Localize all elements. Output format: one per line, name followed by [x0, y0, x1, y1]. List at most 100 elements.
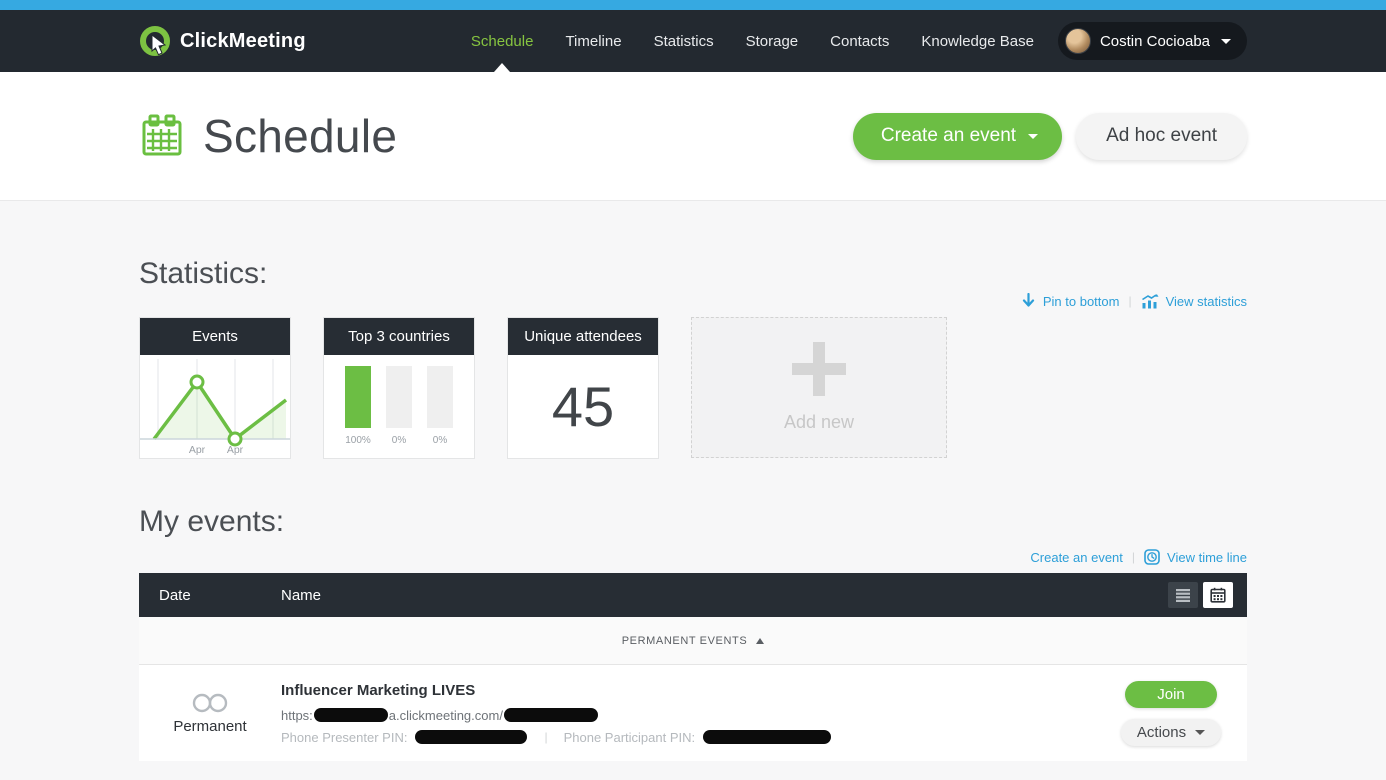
bar-label: 0%: [432, 435, 448, 446]
column-header-date: Date: [159, 586, 191, 604]
separator: |: [1128, 294, 1132, 308]
brand-name: ClickMeeting: [180, 29, 306, 52]
title-wrap: Schedule: [139, 109, 397, 163]
top-countries-card[interactable]: Top 3 countries 100% 0% 0%: [323, 317, 475, 459]
x-tick-label: Apr: [189, 444, 206, 456]
bar-column: 0%: [386, 366, 412, 446]
event-actions-cell: Join Actions: [1107, 680, 1235, 746]
unique-attendees-body: 45: [508, 355, 658, 458]
bar-chart-icon: [1141, 293, 1159, 308]
plus-icon: [792, 342, 846, 396]
unique-attendees-card-title: Unique attendees: [508, 318, 658, 355]
events-line-chart: Apr Apr: [140, 359, 290, 456]
bar-column: 0%: [427, 366, 453, 446]
navbar: ClickMeeting Schedule Timeline Statistic…: [0, 10, 1386, 72]
nav-item-timeline[interactable]: Timeline: [565, 10, 621, 72]
bar: [427, 366, 453, 428]
x-tick-label: Apr: [227, 444, 244, 456]
view-timeline-link[interactable]: View time line: [1144, 549, 1247, 565]
unique-attendees-value: 45: [551, 375, 615, 438]
presenter-pin-label: Phone Presenter PIN:: [281, 729, 408, 745]
user-menu[interactable]: Costin Cocioaba: [1057, 22, 1247, 60]
caret-down-icon: [1195, 729, 1206, 735]
main-content: Statistics: Pin to bottom | View statist…: [0, 201, 1386, 761]
add-new-label: Add new: [783, 412, 855, 432]
events-chart: Apr Apr: [140, 355, 290, 458]
ad-hoc-event-button[interactable]: Ad hoc event: [1076, 112, 1247, 160]
events-table: Date Name: [139, 573, 1247, 761]
url-prefix: https:: [281, 707, 313, 723]
calendar-view-button[interactable]: [1203, 582, 1233, 608]
group-row-permanent-events[interactable]: PERMANENT EVENTS: [139, 617, 1247, 665]
column-header-name: Name: [281, 586, 322, 604]
view-toggles: [1168, 582, 1233, 608]
nav-item-knowledge-base[interactable]: Knowledge Base: [921, 10, 1034, 72]
create-event-button[interactable]: Create an event: [852, 112, 1063, 160]
page-title: Schedule: [203, 110, 398, 162]
event-url[interactable]: https: a.clickmeeting.com/: [281, 708, 1107, 723]
nav-label: Schedule: [470, 32, 534, 50]
create-an-event-link[interactable]: Create an event: [1030, 550, 1123, 565]
event-phone-pins: Phone Presenter PIN: | Phone Participant…: [281, 730, 1107, 745]
view-statistics-link[interactable]: View statistics: [1141, 293, 1247, 309]
user-name: Costin Cocioaba: [1099, 32, 1210, 50]
calendar-icon: [142, 114, 182, 156]
bar-column: 100%: [345, 366, 371, 446]
group-label: PERMANENT EVENTS: [621, 634, 748, 647]
join-button[interactable]: Join: [1125, 680, 1217, 708]
nav-item-storage[interactable]: Storage: [746, 10, 799, 72]
active-tab-pointer-icon: [494, 63, 511, 72]
nav-label: Statistics: [653, 32, 714, 50]
list-view-icon: [1176, 589, 1190, 602]
bar-label: 0%: [391, 435, 407, 446]
event-row: Permanent Influencer Marketing LIVES htt…: [139, 665, 1247, 761]
top-accent-bar: [0, 0, 1386, 10]
bar-label: 100%: [345, 435, 371, 446]
redaction-blob: [415, 730, 528, 744]
pin-to-bottom-link[interactable]: Pin to bottom: [1021, 293, 1120, 309]
list-view-button[interactable]: [1168, 582, 1198, 608]
statistics-links: Pin to bottom | View statistics: [139, 291, 1247, 311]
page-header: Schedule Create an event Ad hoc event: [0, 72, 1386, 201]
nav-item-contacts[interactable]: Contacts: [830, 10, 889, 72]
header-actions: Create an event Ad hoc event: [852, 112, 1247, 160]
collapse-arrow-icon: [756, 637, 765, 644]
redaction-blob: [703, 730, 832, 744]
statistics-section: Statistics: Pin to bottom | View statist…: [139, 201, 1247, 459]
avatar: [1064, 28, 1091, 54]
nav-label: Timeline: [565, 32, 622, 50]
clickmeeting-logo-icon: [140, 26, 170, 56]
arrow-down-icon: [1022, 293, 1034, 307]
nav-item-statistics[interactable]: Statistics: [654, 10, 714, 72]
redaction-blob: [313, 708, 388, 722]
pin-to-bottom-label: Pin to bottom: [1042, 293, 1120, 309]
caret-down-icon: [1028, 133, 1039, 139]
events-card-title: Events: [140, 318, 290, 355]
event-title: Influencer Marketing LIVES: [281, 681, 476, 699]
nav-item-schedule[interactable]: Schedule: [470, 10, 534, 72]
unique-attendees-card[interactable]: Unique attendees 45: [507, 317, 659, 459]
clock-icon: [1144, 549, 1160, 565]
add-new-card[interactable]: Add new: [691, 317, 947, 458]
countries-bar-chart: 100% 0% 0%: [324, 355, 474, 458]
url-middle: a.clickmeeting.com/: [388, 707, 503, 723]
participant-pin-label: Phone Participant PIN:: [563, 729, 696, 745]
create-an-event-label: Create an event: [1030, 549, 1123, 565]
caret-down-icon: [1221, 38, 1231, 44]
nav-label: Storage: [745, 32, 799, 50]
actions-button[interactable]: Actions: [1120, 718, 1222, 746]
redaction-blob: [503, 708, 598, 722]
join-label: Join: [1157, 685, 1185, 703]
main-nav: Schedule Timeline Statistics Storage Con…: [471, 10, 1034, 72]
events-card[interactable]: Events Apr Apr: [139, 317, 291, 459]
calendar-view-icon: [1210, 587, 1226, 603]
statistics-cards: Events Apr Apr: [139, 317, 1247, 459]
ad-hoc-event-label: Ad hoc event: [1106, 125, 1217, 146]
infinity-icon: [192, 693, 228, 713]
top-countries-card-title: Top 3 countries: [324, 318, 474, 355]
view-statistics-label: View statistics: [1165, 293, 1247, 309]
bar: [345, 366, 371, 428]
view-timeline-label: View time line: [1167, 549, 1247, 565]
clickmeeting-logo[interactable]: ClickMeeting: [139, 25, 306, 57]
separator: |: [1131, 550, 1136, 564]
